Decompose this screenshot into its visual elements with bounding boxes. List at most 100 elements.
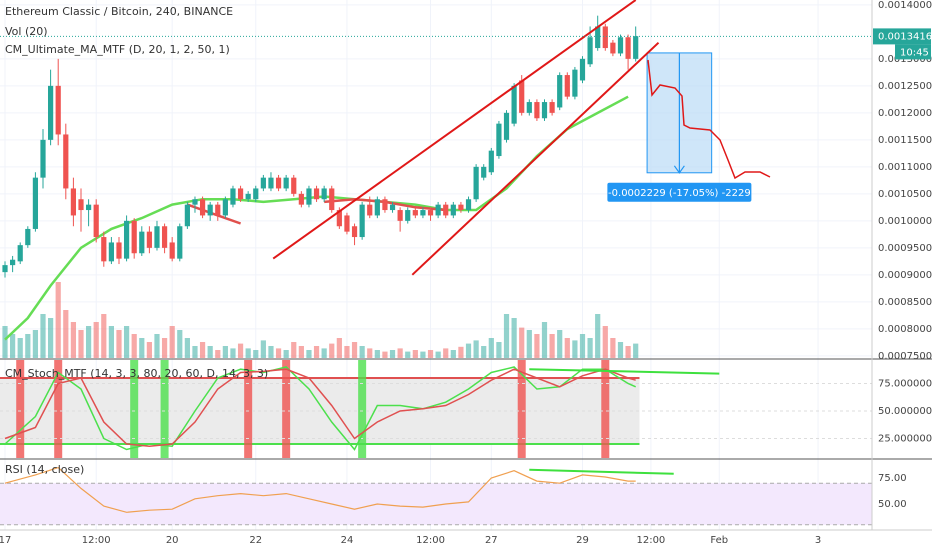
candle-body <box>139 231 145 254</box>
candle-body <box>161 226 168 248</box>
volume-bar <box>146 342 152 358</box>
candle-body <box>222 199 228 216</box>
y-tick-label: 0.0011000 <box>878 162 932 173</box>
x-tick-label: 17 <box>0 535 11 546</box>
candle-body <box>579 58 586 81</box>
volume-bar <box>2 326 8 358</box>
indicator-label: Vol (20) <box>5 25 48 38</box>
volume-bar <box>93 322 99 358</box>
signal-bar <box>282 360 291 458</box>
volume-bar <box>367 348 373 358</box>
volume-bar <box>268 346 274 358</box>
volume-bar <box>481 346 487 358</box>
volume-bar <box>443 348 449 358</box>
volume-bar <box>465 343 472 358</box>
volume-bar <box>435 351 441 358</box>
volume-bar <box>139 338 145 358</box>
candle-body <box>633 36 639 59</box>
y-tick-label: 0.0010000 <box>878 216 932 227</box>
candle-body <box>291 177 297 194</box>
candle-body <box>420 210 426 216</box>
signal-bar <box>358 360 367 458</box>
trendline <box>411 41 660 276</box>
volume-bar <box>595 314 601 358</box>
candle-body <box>32 177 39 229</box>
signal-bar <box>244 360 253 458</box>
candle-body <box>465 199 472 211</box>
signal-bar <box>54 360 63 458</box>
y-tick-label: 25.0000000 <box>878 434 932 445</box>
candle-body <box>564 75 570 97</box>
candle-body <box>610 42 616 54</box>
volume-bar <box>511 318 517 358</box>
candle-body <box>268 177 274 189</box>
candle-body <box>344 215 350 232</box>
x-tick-label: 20 <box>166 535 179 546</box>
chart-title: Ethereum Classic / Bitcoin, 240, BINANCE <box>5 5 233 18</box>
candle-body <box>336 210 342 227</box>
volume-bar <box>230 348 236 358</box>
indicator-label: RSI (14, close) <box>5 463 84 476</box>
divergence-line <box>529 468 674 475</box>
candle-body <box>625 37 631 59</box>
measure-label: -0.0002229 (-17.05%) -2229 <box>608 188 751 199</box>
volume-bar <box>177 330 183 358</box>
candle-body <box>237 188 244 200</box>
candle-body <box>25 228 31 246</box>
candle-body <box>40 139 46 178</box>
candle-body <box>306 188 312 205</box>
candle-body <box>443 204 449 216</box>
x-tick-label: 12:00 <box>636 535 665 546</box>
volume-bar <box>108 326 114 358</box>
volume-bar <box>382 351 388 358</box>
volume-bar <box>488 338 494 358</box>
volume-bar <box>85 326 92 358</box>
volume-bar <box>78 330 84 358</box>
measure-label-box <box>607 182 752 202</box>
candle-body <box>367 204 373 216</box>
volume-bar <box>48 318 54 358</box>
signal-bar <box>160 360 169 458</box>
volume-bar <box>519 327 525 358</box>
volume-bar <box>275 348 282 358</box>
candle-body <box>17 245 23 262</box>
candle-body <box>260 177 266 189</box>
x-tick-label: Feb <box>710 535 728 546</box>
volume-bar <box>336 338 342 358</box>
measure-arrowhead <box>673 165 685 174</box>
candle-body <box>481 166 487 178</box>
volume-bar <box>602 326 608 358</box>
candle-body <box>253 188 259 200</box>
candle-body <box>450 204 456 216</box>
candle-body <box>351 226 358 238</box>
y-tick-label: 0.0009000 <box>878 270 932 281</box>
indicator-label: CM_Ultimate_MA_MTF (D, 20, 1, 2, 50, 1) <box>5 43 230 56</box>
trendline <box>272 0 637 260</box>
stoch-line <box>4 366 636 451</box>
volume-bar <box>169 326 175 358</box>
candle-body <box>557 75 563 108</box>
candle-body <box>617 37 624 54</box>
last-price-tag <box>873 28 931 45</box>
candle-body <box>405 210 411 221</box>
volume-bar <box>184 338 190 358</box>
candle-body <box>519 80 525 113</box>
volume-bar <box>207 346 213 358</box>
volume-bar <box>420 351 426 358</box>
candle-body <box>541 102 548 119</box>
x-tick-label: 3 <box>815 535 821 546</box>
y-tick-label: 0.0007500 <box>878 351 932 362</box>
x-tick-label: 22 <box>249 535 262 546</box>
candle-body <box>458 204 464 211</box>
y-tick-label: 0.0008000 <box>878 324 932 335</box>
volume-bar <box>237 343 244 358</box>
candle-body <box>473 166 479 200</box>
volume-bar <box>10 334 16 358</box>
y-tick-label: 0.0010500 <box>878 189 932 200</box>
candle-body <box>526 102 532 113</box>
candle-body <box>63 134 69 189</box>
y-tick-label: 75.0000000 <box>878 379 932 390</box>
candle-body <box>595 26 601 49</box>
candle-body <box>2 265 8 273</box>
volume-bar <box>192 346 198 358</box>
